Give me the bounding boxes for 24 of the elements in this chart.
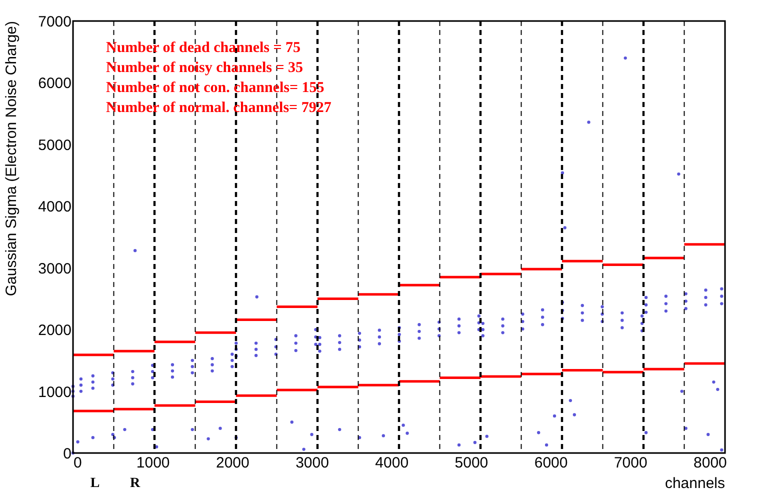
annotation: Number of normal. channels= 7927: [106, 100, 332, 116]
annotation: Number of noisy channels = 35: [106, 60, 304, 76]
y-tick-label: 7000: [38, 14, 72, 30]
text: R: [130, 476, 141, 491]
annotation: Number of not con. channels= 155: [106, 80, 324, 96]
y-tick-label: 1000: [38, 384, 72, 401]
y-tick-label: 5000: [38, 136, 72, 154]
y-tick-label: 4000: [38, 198, 72, 216]
x-tick-label: 0: [74, 454, 82, 472]
annotation: Number of dead channels = 75: [106, 40, 301, 56]
x-tick-label: 2000: [216, 454, 250, 472]
x-tick-label: 4000: [375, 454, 409, 472]
x-tick-label: 7000: [614, 454, 648, 472]
y-tick-label: 6000: [38, 75, 72, 92]
x-tick-label: 6000: [534, 454, 568, 472]
y-axis-title: Gaussian Sigma (Electron Noise Charge): [3, 21, 20, 296]
text: L: [90, 476, 100, 491]
y-tick-label: 3000: [38, 260, 72, 278]
x-tick-label: 5000: [454, 454, 488, 472]
x-axis-title: channels: [664, 475, 725, 492]
x-tick-label: 1000: [136, 454, 170, 472]
x-tick-label: 8000: [694, 454, 727, 472]
y-tick-label: 2000: [38, 322, 72, 340]
x-tick-label: 3000: [296, 454, 329, 472]
